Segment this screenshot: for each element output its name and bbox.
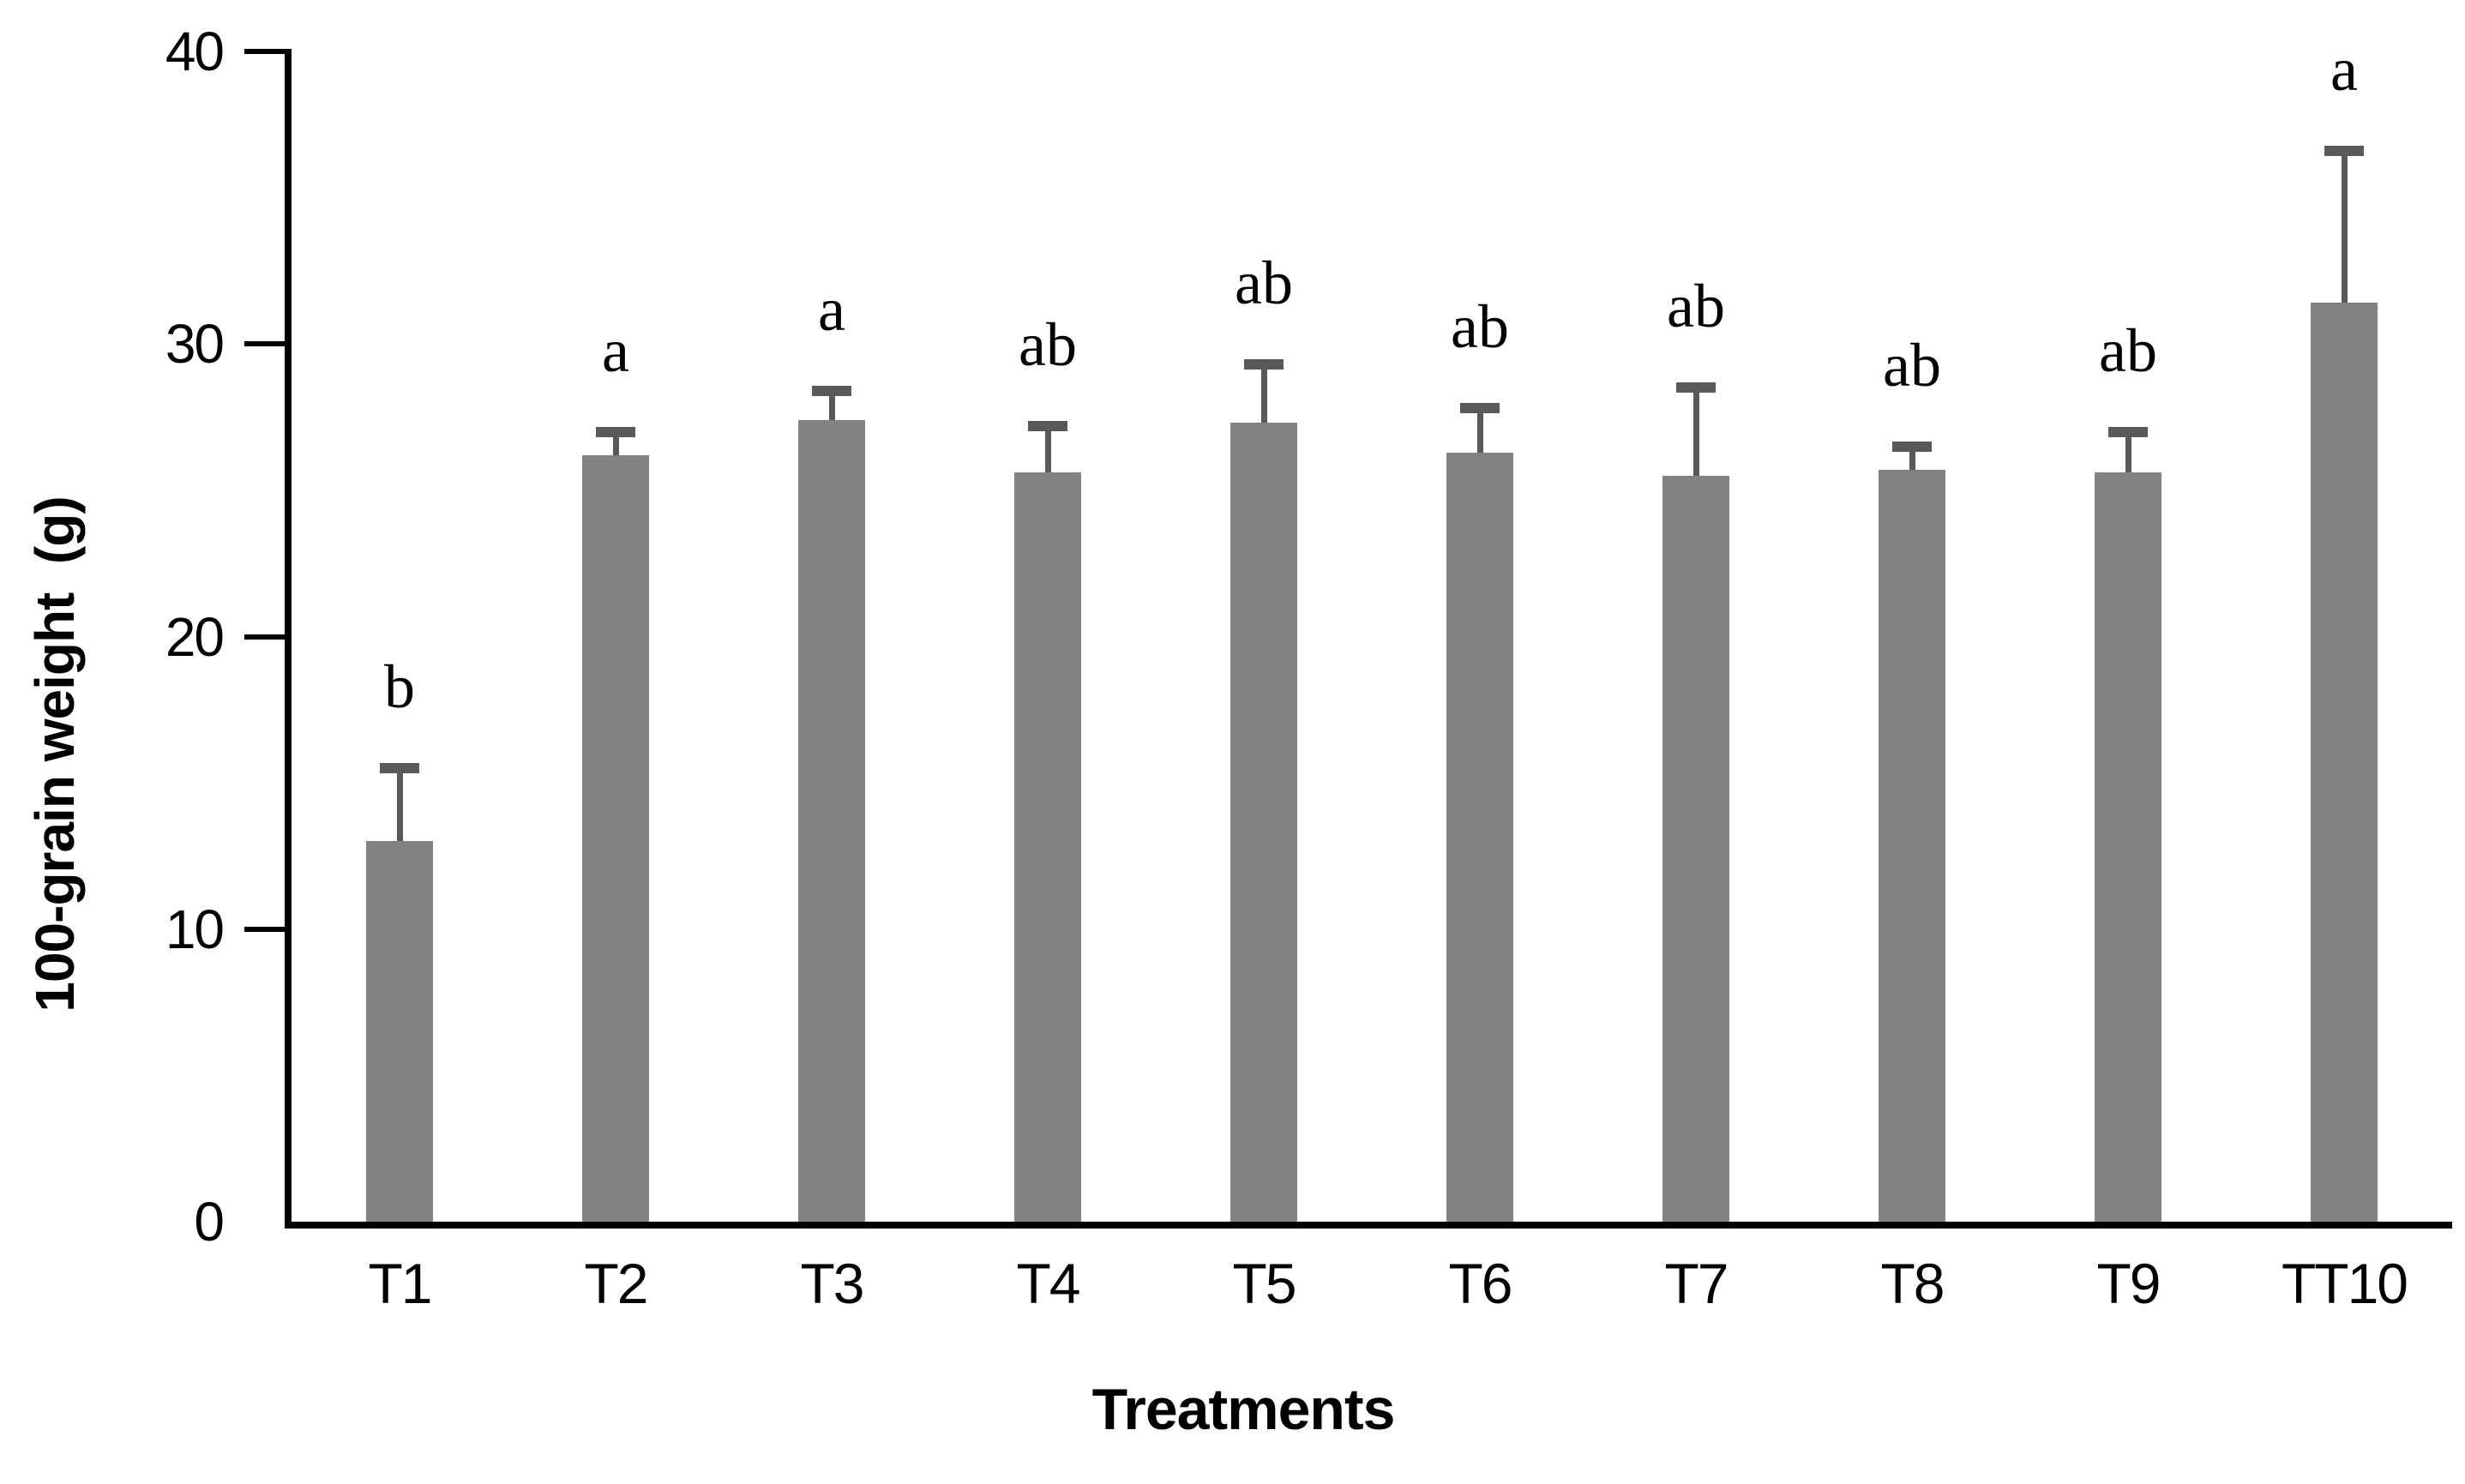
category-label: T7 [1664, 1252, 1729, 1315]
category-label: T6 [1448, 1252, 1512, 1315]
y-axis-tick-label: 30 [165, 313, 225, 376]
y-axis-tick [244, 341, 292, 347]
significance-letter: ab [1451, 292, 1509, 362]
bar [1230, 423, 1297, 1222]
y-axis-tick-label: 10 [165, 898, 225, 960]
error-bar-cap [2108, 426, 2148, 437]
category-label: T3 [800, 1252, 864, 1315]
error-bar-cap [1244, 359, 1284, 370]
bar [1014, 472, 1081, 1222]
bar [2311, 303, 2378, 1222]
x-axis-title: Treatments [1091, 1377, 1396, 1442]
significance-letter: ab [1883, 330, 1941, 400]
y-axis-tick [244, 49, 292, 54]
significance-letter: ab [1667, 272, 1725, 341]
significance-letter: a [602, 315, 629, 385]
error-bar-line [1044, 425, 1051, 473]
bar [1662, 475, 1729, 1222]
error-bar-line [2341, 151, 2348, 303]
y-axis-tick-label: 0 [194, 1191, 225, 1253]
category-label: T2 [584, 1252, 648, 1315]
category-label: T5 [1232, 1252, 1296, 1315]
category-label: T4 [1016, 1252, 1080, 1315]
error-bar-cap [596, 426, 635, 437]
y-axis-tick [244, 634, 292, 640]
category-label: TT10 [2281, 1252, 2408, 1315]
y-axis-tick-label: 20 [165, 605, 225, 668]
bar [1879, 469, 1945, 1222]
significance-letter: b [384, 652, 415, 722]
category-label: T8 [1880, 1252, 1945, 1315]
error-bar-line [828, 390, 835, 420]
error-bar-cap [2324, 146, 2364, 157]
category-label: T1 [368, 1252, 432, 1315]
significance-letter: ab [1235, 249, 1293, 318]
bar [1446, 452, 1513, 1222]
error-bar-line [1692, 388, 1699, 476]
bar [2095, 472, 2161, 1222]
bar [582, 454, 649, 1222]
bar [798, 419, 865, 1222]
error-bar-line [1260, 364, 1267, 424]
error-bar-cap [1460, 403, 1500, 414]
error-bar-line [2125, 431, 2131, 473]
y-axis-tick [244, 926, 292, 932]
error-bar-cap [1892, 441, 1932, 452]
bar [366, 841, 433, 1222]
error-bar-line [396, 768, 403, 842]
significance-letter: a [2330, 35, 2358, 105]
significance-letter: ab [1019, 309, 1077, 379]
error-bar-cap [1676, 382, 1716, 394]
error-bar-line [1476, 408, 1483, 453]
y-axis-tick-label: 40 [165, 21, 225, 82]
error-bar-cap [812, 385, 851, 396]
error-bar-cap [1028, 420, 1067, 431]
category-label: T9 [2096, 1252, 2161, 1315]
error-bar-cap [380, 763, 419, 774]
error-bar-line [612, 431, 619, 455]
x-axis-line [285, 1222, 2452, 1229]
significance-letter: ab [2099, 315, 2157, 385]
error-bar-line [1909, 446, 1915, 470]
significance-letter: a [818, 274, 845, 344]
